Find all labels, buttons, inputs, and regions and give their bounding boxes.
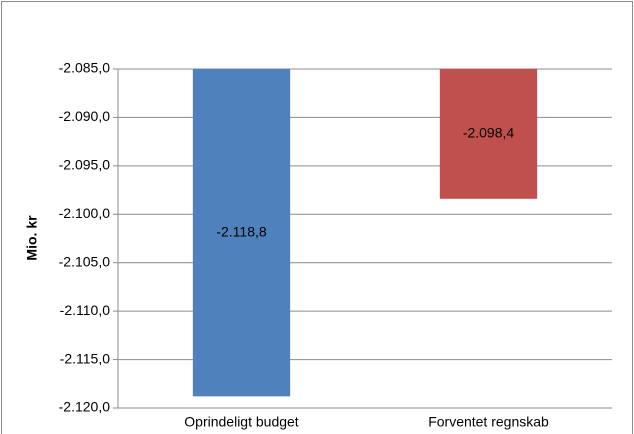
y-tick-label: -2.085,0 — [59, 60, 111, 76]
x-tick-label: Oprindeligt budget — [184, 414, 299, 430]
data-label: -2.118,8 — [216, 223, 267, 239]
y-tick-label: -2.095,0 — [59, 157, 111, 173]
y-axis-label: Mio. kr — [24, 215, 40, 261]
y-tick-label: -2.110,0 — [60, 302, 111, 318]
y-tick-label: -2.115,0 — [60, 350, 111, 366]
x-tick-label: Forventet regnskab — [428, 414, 549, 430]
y-tick-label: -2.105,0 — [59, 253, 111, 269]
data-label: -2.098,4 — [463, 125, 515, 141]
bar — [439, 69, 538, 199]
y-tick-label: -2.120,0 — [59, 399, 111, 415]
bar — [192, 69, 291, 397]
y-tick-label: -2.090,0 — [59, 108, 111, 124]
y-tick-label: -2.100,0 — [59, 205, 111, 221]
